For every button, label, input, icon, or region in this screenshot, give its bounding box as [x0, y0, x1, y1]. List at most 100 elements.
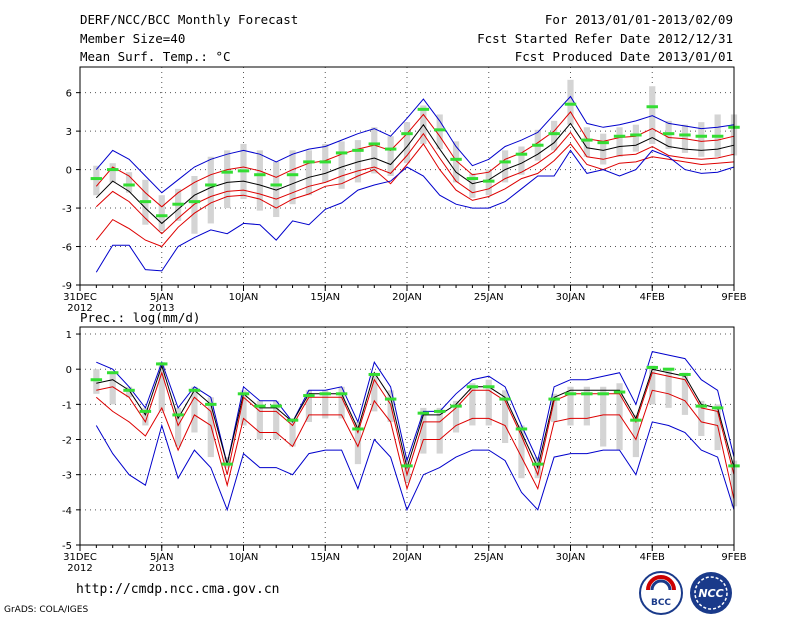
spread-box	[109, 372, 116, 405]
spread-box	[125, 172, 133, 193]
spread-box	[551, 120, 558, 151]
x-tick-year-label: 2013	[149, 563, 174, 574]
spread-box	[681, 372, 689, 415]
spread-box	[371, 127, 378, 174]
spread-box	[322, 390, 329, 419]
spread-box	[338, 386, 345, 419]
spread-box	[616, 383, 623, 451]
spread-box	[632, 414, 640, 458]
x-tick-label: 25JAN	[474, 292, 504, 303]
series-line-ensemble-minimum	[95, 421, 735, 512]
ncc-logo-text: NCC	[698, 587, 723, 600]
spread-box	[518, 146, 525, 175]
x-tick-label: 5JAN	[150, 292, 173, 303]
spread-box	[420, 407, 427, 454]
spread-box	[649, 86, 656, 144]
spread-box	[485, 379, 492, 426]
precip-panel-title: Prec.: log(mm/d)	[80, 310, 201, 325]
member-size: Member Size=40	[80, 31, 186, 46]
y-tick-label: -3	[62, 204, 72, 215]
y-tick-label: -2	[62, 436, 72, 447]
spread-box	[583, 127, 590, 157]
spread-box	[305, 150, 313, 196]
series-line-ensemble-min-outer	[95, 149, 735, 273]
spread-box	[551, 393, 558, 422]
variable-label: Mean Surf. Temp.: °C	[80, 49, 231, 64]
spread-box	[109, 163, 116, 183]
spread-box	[240, 390, 247, 426]
spread-box	[158, 362, 165, 412]
y-tick-label: -6	[62, 243, 72, 254]
y-tick-label: -1	[62, 400, 72, 411]
x-tick-label: 10JAN	[229, 552, 259, 563]
x-tick-year-label: 2012	[67, 303, 92, 314]
spread-box	[452, 141, 460, 183]
y-tick-label: 0	[66, 166, 72, 177]
spread-box	[371, 372, 378, 412]
spread-box	[600, 386, 607, 447]
spread-box	[403, 122, 411, 164]
y-tick-label: -5	[62, 541, 72, 552]
x-tick-label: 30JAN	[556, 552, 586, 563]
spread-box	[452, 400, 460, 433]
spread-box	[354, 140, 362, 183]
spread-box	[616, 127, 623, 157]
spread-box	[338, 141, 345, 189]
spread-box	[354, 421, 362, 465]
series-line-ensemble-maximum	[95, 95, 735, 194]
spread-box	[273, 161, 280, 218]
spread-box	[256, 400, 263, 440]
x-tick-label: 15JAN	[310, 552, 340, 563]
spread-box	[125, 386, 133, 398]
spread-box	[387, 136, 394, 176]
spread-box	[469, 383, 476, 426]
x-tick-label: 20JAN	[392, 552, 422, 563]
series-line-ensemble-maximum	[96, 351, 735, 465]
y-tick-label: 6	[66, 89, 72, 100]
spread-box	[207, 156, 214, 224]
spread-box	[289, 150, 296, 205]
spread-box	[158, 195, 165, 232]
y-tick-label: -3	[62, 471, 72, 482]
source-url[interactable]: http://cmdp.ncc.cma.gov.cn	[76, 582, 280, 597]
spread-box	[289, 418, 296, 447]
spread-box	[698, 122, 705, 157]
spread-box	[518, 425, 525, 479]
x-tick-label: 31DEC	[63, 552, 97, 563]
forecast-period: For 2013/01/01-2013/02/09	[544, 12, 733, 27]
x-tick-label: 15JAN	[310, 292, 340, 303]
forecast-produced: Fcst Produced Date 2013/01/01	[514, 49, 733, 64]
series-line-ensemble-spread-lower	[95, 131, 735, 235]
y-tick-label: -4	[62, 506, 72, 517]
spread-box	[93, 369, 100, 394]
x-tick-label: 5JAN	[150, 552, 173, 563]
x-tick-label: 20JAN	[392, 292, 422, 303]
chart-title: DERF/NCC/BCC Monthly Forecast	[80, 12, 299, 27]
bcc-logo: BCC	[639, 571, 683, 615]
spread-box	[436, 407, 443, 454]
spread-box	[191, 386, 198, 433]
spread-box	[142, 407, 149, 426]
series-line-ensemble-spread-outer	[95, 389, 735, 500]
spread-box	[501, 390, 509, 444]
x-tick-label: 9FEB	[721, 292, 746, 303]
ncc-logo: NCC	[690, 572, 732, 614]
series-line-ensemble-spread-lower	[96, 371, 735, 477]
x-tick-label: 9FEB	[721, 552, 746, 563]
x-tick-year-label: 2012	[67, 563, 92, 574]
x-tick-label: 25JAN	[474, 552, 504, 563]
x-tick-year-label: 2013	[149, 303, 174, 314]
grads-credit: GrADS: COLA/IGES	[4, 605, 89, 615]
spread-box	[698, 400, 705, 436]
spread-box	[305, 390, 313, 422]
spread-box	[567, 79, 574, 125]
spread-box	[224, 150, 231, 209]
spread-box	[649, 365, 656, 405]
x-tick-label: 31DEC	[63, 292, 97, 303]
spread-box	[600, 133, 607, 165]
series-line-ensemble-spread-upper	[95, 111, 735, 208]
x-tick-label: 30JAN	[556, 292, 586, 303]
bcc-logo-text: BCC	[651, 598, 671, 608]
spread-box	[665, 369, 672, 408]
